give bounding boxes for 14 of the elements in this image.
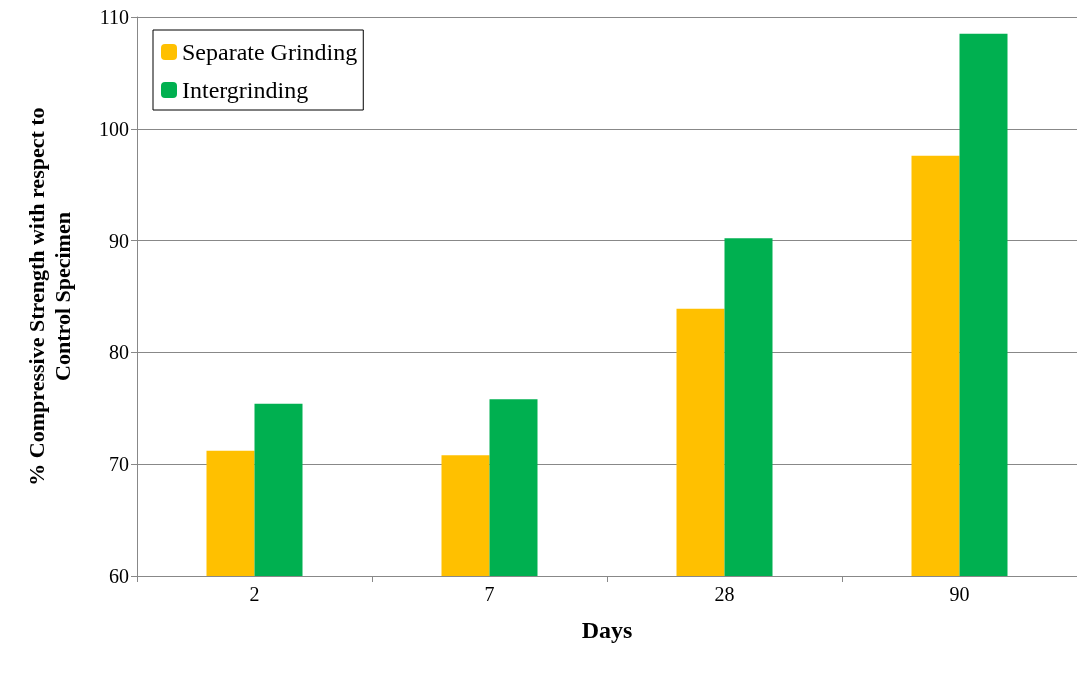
legend-label: Separate Grinding: [182, 39, 358, 65]
y-tick-label: 80: [109, 341, 129, 364]
y-tick-label: 110: [99, 6, 129, 28]
x-tick-label: 90: [949, 583, 970, 605]
y-tick-label: 100: [99, 117, 129, 140]
x-tick-label: 7: [484, 583, 495, 605]
y-axis-title: % Compressive Strength with respect to Control Specimen: [23, 107, 75, 486]
y-tick-label: 60: [109, 565, 129, 587]
y-tick-label: 70: [109, 453, 129, 476]
y-tick-label: 90: [109, 229, 129, 252]
legend-label: Intergrinding: [182, 77, 309, 103]
x-tick-label: 2: [249, 583, 260, 605]
x-tick-label: 28: [714, 583, 735, 605]
x-axis-title: Days: [581, 617, 633, 643]
